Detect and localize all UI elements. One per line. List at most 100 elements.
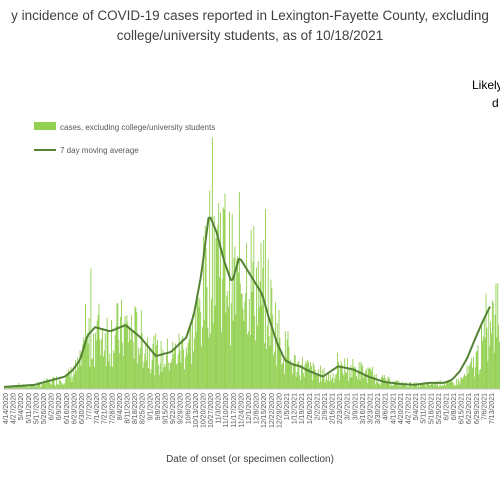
daily-cases-bar bbox=[418, 382, 419, 389]
daily-cases-bar bbox=[147, 337, 149, 389]
daily-cases-bar bbox=[106, 317, 108, 389]
x-tick-label: 2/23/2021 bbox=[337, 393, 344, 424]
daily-cases-bar bbox=[350, 365, 352, 389]
daily-cases-bar bbox=[16, 386, 18, 389]
daily-cases-bar bbox=[423, 383, 425, 389]
daily-cases-bar bbox=[276, 322, 278, 389]
daily-cases-bar bbox=[402, 384, 404, 389]
daily-cases-bar bbox=[12, 386, 13, 389]
daily-cases-bar bbox=[225, 312, 227, 389]
daily-cases-bar bbox=[484, 337, 486, 389]
x-tick-label: 11/10/2020 bbox=[223, 393, 230, 428]
daily-cases-bar bbox=[429, 385, 431, 389]
daily-cases-bar bbox=[88, 317, 90, 389]
daily-cases-bar bbox=[418, 386, 420, 389]
daily-cases-bar bbox=[394, 383, 396, 389]
daily-cases-bar bbox=[163, 367, 165, 389]
daily-cases-bar bbox=[299, 375, 301, 389]
daily-cases-bar bbox=[349, 377, 351, 389]
daily-cases-bar bbox=[345, 372, 347, 389]
daily-cases-bar bbox=[331, 377, 333, 389]
daily-cases-bar bbox=[316, 373, 318, 389]
x-tick-label: 9/8/2020 bbox=[155, 393, 162, 420]
x-tick-label: 7/28/2020 bbox=[109, 393, 116, 424]
daily-cases-bar bbox=[102, 328, 104, 389]
daily-cases-bar bbox=[485, 293, 487, 389]
daily-cases-bar bbox=[295, 376, 297, 389]
daily-cases-bar bbox=[438, 385, 440, 389]
x-tick-label: 3/9/2021 bbox=[352, 393, 359, 420]
daily-cases-bar bbox=[439, 379, 441, 389]
daily-cases-bar bbox=[393, 380, 395, 389]
daily-cases-bar bbox=[179, 350, 181, 389]
x-tick-label: 1/12/2021 bbox=[292, 393, 299, 424]
daily-cases-bar bbox=[490, 321, 491, 389]
daily-cases-bar bbox=[72, 376, 74, 389]
daily-cases-bar bbox=[24, 386, 26, 389]
daily-cases-bar bbox=[87, 343, 89, 389]
daily-cases-bar bbox=[337, 361, 339, 389]
daily-cases-bar bbox=[244, 301, 246, 389]
daily-cases-bar bbox=[207, 328, 209, 389]
daily-cases-bar bbox=[205, 248, 207, 389]
daily-cases-bar bbox=[124, 316, 126, 389]
x-tick-label: 4/27/2020 bbox=[11, 393, 18, 424]
daily-cases-bar bbox=[427, 381, 429, 389]
daily-cases-bar bbox=[258, 307, 260, 389]
daily-cases-bar bbox=[109, 353, 111, 389]
daily-cases-bar bbox=[274, 351, 275, 389]
daily-cases-bar bbox=[391, 385, 393, 389]
daily-cases-bar bbox=[27, 386, 29, 389]
daily-cases-bar bbox=[145, 342, 147, 389]
daily-cases-bar bbox=[471, 357, 473, 389]
x-tick-label: 5/25/2021 bbox=[436, 393, 443, 424]
daily-cases-bar bbox=[310, 362, 311, 389]
daily-cases-bar bbox=[497, 282, 499, 389]
daily-cases-bar bbox=[371, 371, 373, 389]
daily-cases-bar bbox=[301, 364, 302, 389]
daily-cases-bar bbox=[65, 378, 67, 389]
x-tick-label: 12/1/2020 bbox=[246, 393, 253, 424]
daily-cases-bar bbox=[356, 379, 358, 389]
daily-cases-bar bbox=[86, 332, 88, 389]
daily-cases-bar bbox=[101, 338, 103, 389]
x-tick-label: 6/22/2021 bbox=[466, 393, 473, 424]
daily-cases-bar bbox=[103, 356, 104, 389]
daily-cases-bar bbox=[309, 368, 311, 389]
daily-cases-bar bbox=[130, 315, 132, 389]
daily-cases-bar bbox=[184, 357, 186, 389]
daily-cases-bar bbox=[83, 337, 85, 389]
moving-average-line bbox=[3, 216, 491, 388]
daily-cases-bar bbox=[337, 352, 338, 389]
daily-cases-bar bbox=[247, 331, 249, 389]
daily-cases-bar bbox=[67, 373, 68, 389]
daily-cases-bar bbox=[366, 382, 368, 389]
x-tick-label: 9/15/2020 bbox=[162, 393, 169, 424]
daily-cases-bar bbox=[239, 283, 241, 389]
legend-bar-swatch bbox=[34, 122, 56, 130]
daily-cases-bar bbox=[267, 259, 269, 389]
daily-cases-bar bbox=[223, 209, 225, 389]
daily-cases-bar bbox=[373, 374, 375, 389]
daily-cases-bar bbox=[424, 383, 426, 389]
daily-cases-bar bbox=[293, 354, 295, 389]
daily-cases-bar bbox=[417, 387, 419, 389]
x-tick-label: 6/16/2020 bbox=[64, 393, 71, 424]
daily-cases-bar bbox=[461, 377, 463, 389]
daily-cases-bar bbox=[467, 373, 469, 389]
daily-cases-bar bbox=[495, 283, 497, 389]
daily-cases-bar bbox=[32, 383, 34, 389]
daily-cases-bar bbox=[473, 376, 475, 389]
daily-cases-bar bbox=[287, 331, 289, 389]
daily-cases-bar bbox=[364, 374, 365, 389]
daily-cases-bar bbox=[270, 279, 272, 389]
daily-cases-bar bbox=[493, 352, 495, 389]
daily-cases-bar bbox=[187, 343, 189, 389]
daily-cases-bar bbox=[153, 335, 155, 389]
daily-cases-bar bbox=[217, 224, 219, 389]
daily-cases-bar bbox=[384, 378, 386, 389]
daily-cases-bar bbox=[411, 387, 413, 389]
daily-cases-bar bbox=[479, 370, 481, 389]
daily-cases-bar bbox=[45, 383, 47, 389]
x-tick-label: 1/5/2021 bbox=[284, 393, 291, 420]
